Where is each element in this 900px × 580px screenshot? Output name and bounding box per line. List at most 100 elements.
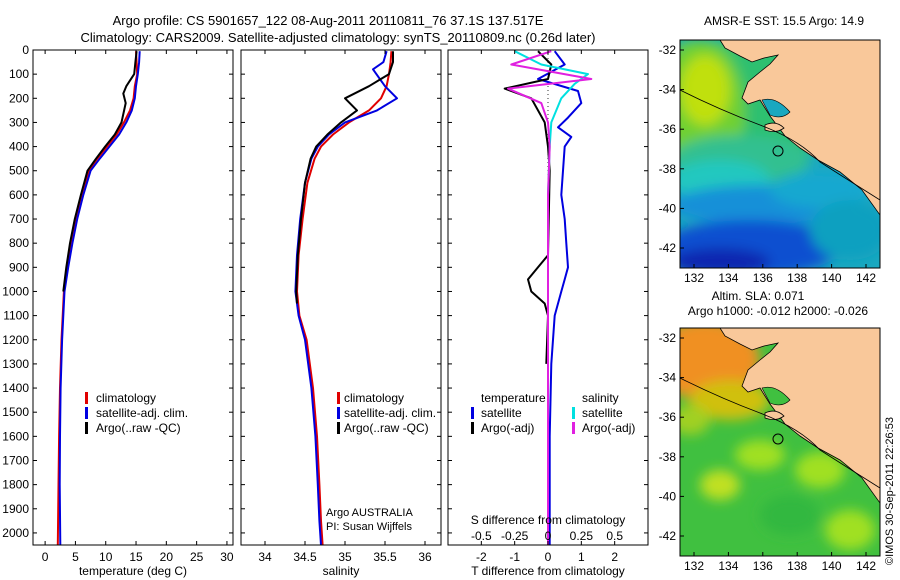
sst-map-ticks: 132 134 136 138 140 142 -32 -34 -36 -38 -40 -42 <box>659 43 877 285</box>
difference-legend-sal-satellite: satellite <box>582 406 623 420</box>
difference-legend-temp-argo: Argo(-adj) <box>481 421 534 435</box>
s-tick-label: 0.25 <box>570 529 594 543</box>
map-y-tick-label: -42 <box>659 529 677 543</box>
map-y-tick-label: -36 <box>659 122 677 136</box>
x-tick-label: 35 <box>338 550 352 564</box>
x-tick-label: 34 <box>258 550 272 564</box>
temperature-axes-frame <box>32 49 234 546</box>
imos-timestamp: ©IMOS 30-Sep-2011 22:26:53 <box>884 417 896 565</box>
salinity-plot-area <box>294 50 398 546</box>
salinity-legend: climatology satellite-adj. clim. Argo(..… <box>337 391 436 435</box>
salinity-xlabel: salinity <box>323 564 360 578</box>
map-y-tick-label: -32 <box>659 43 677 57</box>
y-tick-label: 300 <box>9 115 29 129</box>
map-y-tick-label: -36 <box>659 410 677 424</box>
y-tick-label: 1800 <box>2 478 29 492</box>
map-x-tick-label: 134 <box>718 271 738 285</box>
sla-map-title-line2: Argo h1000: -0.012 h2000: -0.026 <box>688 304 868 318</box>
difference-legend-temp-argo-swatch <box>471 422 474 434</box>
salinity-annotation-line2: PI: Susan Wijffels <box>326 521 412 533</box>
difference-legend-temp-satellite-swatch <box>471 407 474 419</box>
s-tick-label: -0.25 <box>501 529 529 543</box>
map-x-tick-label: 142 <box>856 559 876 573</box>
difference-xlabel-top: S difference from climatology <box>471 513 626 527</box>
x-tick-label: 36 <box>418 550 432 564</box>
temperature-legend: climatology satellite-adj. clim. Argo(..… <box>85 391 188 435</box>
y-tick-label: 1700 <box>2 453 29 467</box>
map-y-tick-label: -40 <box>659 489 677 503</box>
difference-plot-area <box>503 50 593 545</box>
x-tick-label: 34.5 <box>293 550 317 564</box>
salinity-ticks: 34 34.5 35 35.5 36 <box>241 49 441 564</box>
difference-series-temperature-satellite <box>537 50 583 545</box>
sla-argo-location-marker <box>772 433 784 445</box>
difference-series-salinity-salinity_argo <box>507 50 593 545</box>
salinity-legend-climatology: climatology <box>344 391 404 405</box>
temperature-plot-area <box>56 51 141 546</box>
difference-legend-sal-argo-swatch <box>572 422 575 434</box>
map-y-tick-label: -34 <box>659 83 677 97</box>
y-tick-label: 700 <box>9 212 29 226</box>
sst-map-image <box>680 40 880 268</box>
sst-map-panel: AMSR-E SST: 15.5 Argo: 14.9 <box>659 14 881 285</box>
s-tick-label: 0 <box>545 529 552 543</box>
salinity-series-climatology <box>296 51 393 546</box>
y-tick-label: 200 <box>9 91 29 105</box>
salinity-axes-frame <box>240 49 442 546</box>
map-x-tick-label: 136 <box>753 559 773 573</box>
y-tick-label: 800 <box>9 236 29 250</box>
sla-map-ticks: 132 134 136 138 140 142 -32 -34 -36 -38 -40 -42 <box>659 331 877 573</box>
sst-map-frame <box>679 39 881 269</box>
salinity-legend-satellite: satellite-adj. clim. <box>344 406 436 420</box>
x-tick-label: 30 <box>220 550 234 564</box>
salinity-annotation-line1: Argo AUSTRALIA <box>326 507 413 519</box>
difference-panel: -2 -1 0 1 2 -0.5 -0.25 0 0.25 0.5 S difference fr… <box>447 49 649 578</box>
map-x-tick-label: 140 <box>822 559 842 573</box>
map-x-tick-label: 138 <box>787 271 807 285</box>
x-tick-label: 15 <box>129 550 143 564</box>
salinity-series-argo <box>295 51 394 304</box>
salinity-legend-argo: Argo(..raw -QC) <box>344 421 429 435</box>
difference-legend-sal-satellite-swatch <box>572 407 575 419</box>
y-tick-label: 1000 <box>2 284 29 298</box>
map-x-tick-label: 132 <box>684 271 704 285</box>
map-x-tick-label: 136 <box>753 271 773 285</box>
difference-legend: temperature satellite Argo(-adj) salinit… <box>471 391 635 435</box>
y-tick-label: 100 <box>9 67 29 81</box>
map-y-tick-label: -34 <box>659 371 677 385</box>
difference-legend-sal-argo: Argo(-adj) <box>582 421 635 435</box>
temperature-legend-climatology-swatch <box>85 392 88 404</box>
temperature-legend-satellite: satellite-adj. clim. <box>96 406 188 420</box>
y-tick-label: 900 <box>9 260 29 274</box>
y-tick-label: 1200 <box>2 333 29 347</box>
difference-ticks: -2 -1 0 1 2 -0.5 -0.25 0 0.25 0.5 <box>448 49 648 564</box>
map-y-tick-label: -40 <box>659 201 677 215</box>
y-tick-label: 1400 <box>2 381 29 395</box>
s-tick-label: 0.5 <box>606 529 623 543</box>
map-y-tick-label: -32 <box>659 331 677 345</box>
map-x-tick-label: 132 <box>684 559 704 573</box>
x-tick-label: 1 <box>578 550 585 564</box>
y-tick-label: 1300 <box>2 357 29 371</box>
salinity-legend-argo-swatch <box>337 422 340 434</box>
difference-legend-temp-satellite: satellite <box>481 406 522 420</box>
y-tick-label: 1900 <box>2 502 29 516</box>
temperature-series-satellite <box>58 51 141 546</box>
y-tick-label: 600 <box>9 188 29 202</box>
temperature-xlabel: temperature (deg C) <box>79 564 187 578</box>
s-tick-label: -0.5 <box>471 529 492 543</box>
x-tick-label: 0 <box>42 550 49 564</box>
y-tick-label: 1100 <box>3 309 29 323</box>
difference-legend-salinity-title: salinity <box>582 391 619 405</box>
x-tick-label: 5 <box>72 550 79 564</box>
temperature-ticks: 0100200300400500600700800900100011001200… <box>2 43 234 564</box>
y-tick-label: 1500 <box>2 405 29 419</box>
x-tick-label: 25 <box>190 550 204 564</box>
salinity-legend-satellite-swatch <box>337 407 340 419</box>
sla-map-title: Altim. SLA: 0.071 <box>712 289 805 303</box>
x-tick-label: 35.5 <box>373 550 397 564</box>
x-tick-label: -1 <box>509 550 520 564</box>
map-x-tick-label: 142 <box>856 271 876 285</box>
difference-legend-temperature-title: temperature <box>481 391 546 405</box>
